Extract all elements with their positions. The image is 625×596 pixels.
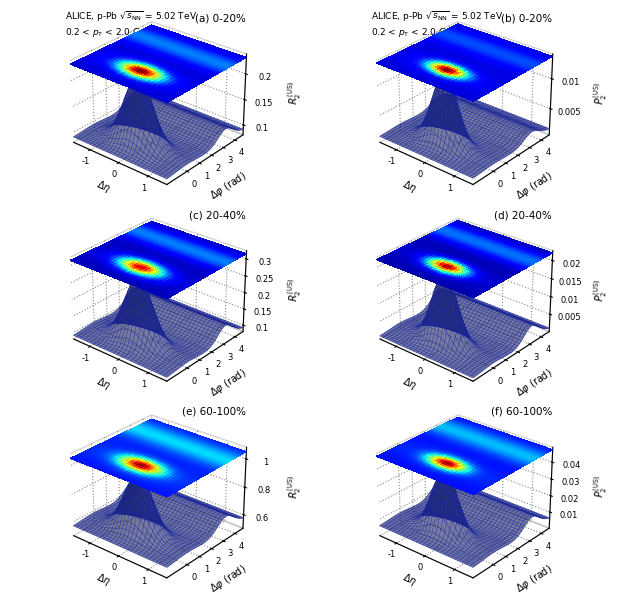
Y-axis label: $\Delta\varphi$ (rad): $\Delta\varphi$ (rad)	[513, 169, 556, 203]
Y-axis label: $\Delta\varphi$ (rad): $\Delta\varphi$ (rad)	[207, 365, 249, 400]
Y-axis label: $\Delta\varphi$ (rad): $\Delta\varphi$ (rad)	[207, 169, 249, 203]
Text: (e) 60-100%: (e) 60-100%	[182, 407, 246, 417]
Text: (d) 20-40%: (d) 20-40%	[494, 210, 552, 221]
X-axis label: $\Delta\eta$: $\Delta\eta$	[94, 177, 113, 196]
Text: (f) 60-100%: (f) 60-100%	[491, 407, 552, 417]
X-axis label: $\Delta\eta$: $\Delta\eta$	[94, 374, 113, 393]
X-axis label: $\Delta\eta$: $\Delta\eta$	[401, 570, 419, 589]
X-axis label: $\Delta\eta$: $\Delta\eta$	[401, 374, 419, 393]
Y-axis label: $\Delta\varphi$ (rad): $\Delta\varphi$ (rad)	[207, 562, 249, 596]
Y-axis label: $\Delta\varphi$ (rad): $\Delta\varphi$ (rad)	[513, 562, 556, 596]
X-axis label: $\Delta\eta$: $\Delta\eta$	[94, 570, 113, 589]
Y-axis label: $\Delta\varphi$ (rad): $\Delta\varphi$ (rad)	[513, 365, 556, 400]
Text: ALICE, p-Pb $\sqrt{s_{\rm NN}}$ = 5.02 TeV
0.2 < $p_{\rm T}$ < 2.0 GeV/$c$: ALICE, p-Pb $\sqrt{s_{\rm NN}}$ = 5.02 T…	[65, 10, 197, 39]
Text: ALICE, p-Pb $\sqrt{s_{\rm NN}}$ = 5.02 TeV
0.2 < $p_{\rm T}$ < 2.0 GeV/$c$: ALICE, p-Pb $\sqrt{s_{\rm NN}}$ = 5.02 T…	[371, 10, 503, 39]
Text: (c) 20-40%: (c) 20-40%	[189, 210, 246, 221]
Text: (b) 0-20%: (b) 0-20%	[501, 14, 552, 24]
Text: (a) 0-20%: (a) 0-20%	[195, 14, 246, 24]
X-axis label: $\Delta\eta$: $\Delta\eta$	[401, 177, 419, 196]
